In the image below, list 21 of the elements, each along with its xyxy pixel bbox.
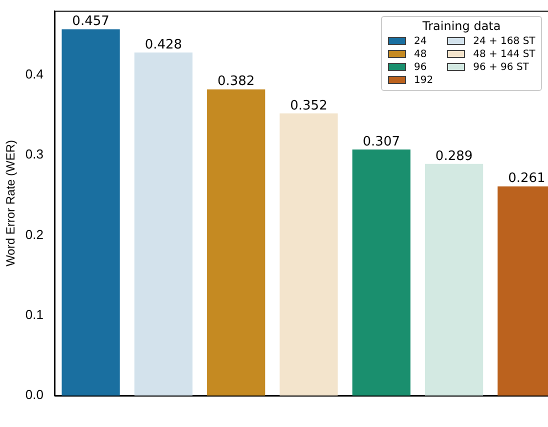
legend-label: 192 bbox=[414, 74, 434, 86]
y-tick-label: 0.0 bbox=[25, 387, 44, 402]
data-label: 0.352 bbox=[290, 98, 328, 114]
data-label: 0.261 bbox=[508, 171, 546, 186]
y-tick-label: 0.4 bbox=[25, 66, 44, 82]
y-tick-label: 0.2 bbox=[25, 226, 44, 242]
y-tick-label: 0.3 bbox=[25, 146, 44, 162]
legend-title: Training data bbox=[422, 18, 502, 33]
data-label: 0.382 bbox=[217, 74, 255, 90]
y-tick-label: 0.1 bbox=[25, 307, 44, 322]
legend-label: 24 bbox=[414, 36, 427, 47]
data-label: 0.428 bbox=[144, 37, 182, 52]
legend-label: 48 bbox=[414, 48, 427, 60]
legend-label: 24 + 168 ST bbox=[473, 36, 536, 47]
data-label: 0.307 bbox=[362, 134, 400, 150]
legend-label: 96 bbox=[414, 62, 427, 73]
data-label: 0.457 bbox=[72, 14, 110, 30]
y-axis-title: Word Error Rate (WER) bbox=[4, 140, 18, 266]
legend-label: 48 + 144 ST bbox=[473, 48, 536, 60]
data-label: 0.289 bbox=[435, 148, 473, 164]
legend-label: 96 + 96 ST bbox=[473, 62, 529, 73]
